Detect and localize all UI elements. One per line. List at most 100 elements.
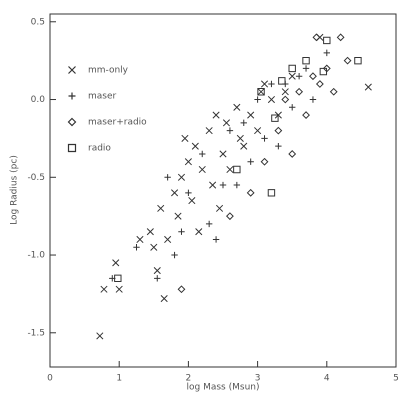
- plot-frame: [49, 13, 397, 368]
- point: [212, 111, 220, 119]
- legend-marker: [67, 143, 77, 153]
- point: [96, 332, 104, 340]
- y-tick-label: 0.0: [31, 95, 46, 105]
- point: [254, 127, 262, 135]
- point: [181, 134, 189, 142]
- x-tick-label: 2: [186, 374, 192, 384]
- point: [247, 158, 254, 165]
- point: [289, 104, 296, 111]
- point: [246, 188, 255, 197]
- point: [240, 142, 248, 150]
- point: [114, 274, 122, 283]
- point: [160, 295, 168, 303]
- point: [329, 87, 338, 96]
- point: [257, 88, 265, 96]
- point: [222, 119, 231, 127]
- point: [154, 275, 161, 282]
- point: [323, 36, 331, 45]
- point: [226, 127, 234, 134]
- point: [219, 181, 227, 189]
- point: [153, 267, 161, 275]
- point: [171, 251, 178, 259]
- point: [267, 95, 275, 104]
- point: [268, 80, 275, 88]
- point: [198, 165, 206, 174]
- point: [302, 56, 310, 65]
- point: [185, 189, 192, 197]
- point: [288, 150, 297, 158]
- point: [226, 212, 234, 221]
- point: [219, 150, 227, 158]
- point: [164, 235, 172, 244]
- point: [233, 181, 241, 189]
- y-tick-label: -1.5: [27, 328, 45, 338]
- point: [364, 83, 372, 91]
- point: [309, 72, 317, 81]
- point: [215, 204, 224, 212]
- y-tick-label: -1.0: [27, 251, 45, 261]
- point: [236, 134, 244, 142]
- y-axis-label: Log Radius (pc): [10, 155, 20, 225]
- point: [354, 56, 362, 65]
- point: [164, 174, 171, 181]
- point: [205, 127, 213, 135]
- point: [157, 204, 165, 212]
- point: [233, 165, 241, 174]
- x-tick-label: 0: [47, 374, 53, 384]
- point: [309, 96, 317, 103]
- point: [261, 135, 268, 142]
- point: [205, 220, 213, 228]
- point: [178, 228, 185, 235]
- point: [136, 235, 144, 244]
- point: [260, 80, 269, 88]
- point: [199, 150, 206, 158]
- point: [177, 285, 186, 294]
- point: [209, 181, 217, 189]
- point: [343, 56, 352, 65]
- point: [323, 49, 330, 57]
- point: [315, 80, 324, 88]
- legend-marker: [67, 117, 77, 127]
- point: [195, 228, 203, 236]
- point: [281, 95, 290, 104]
- legend-marker: [68, 92, 76, 100]
- x-axis-label: log Mass (Msun): [187, 383, 260, 393]
- point: [171, 189, 179, 197]
- legend-label: maser: [88, 92, 117, 102]
- point: [254, 96, 261, 103]
- point: [112, 259, 120, 267]
- point: [150, 243, 158, 251]
- legend-label: mm-only: [88, 66, 129, 76]
- point: [275, 142, 282, 150]
- point: [247, 111, 255, 119]
- point: [281, 88, 289, 96]
- point: [274, 126, 283, 135]
- y-tick-label: -0.5: [27, 173, 45, 183]
- point: [302, 111, 310, 119]
- point: [295, 87, 304, 96]
- point: [226, 165, 234, 174]
- point: [302, 65, 310, 72]
- point: [312, 33, 321, 42]
- point: [191, 142, 199, 150]
- point: [288, 64, 296, 73]
- point: [188, 197, 196, 205]
- x-tick-label: 3: [255, 374, 261, 384]
- point: [184, 158, 192, 166]
- point: [133, 244, 140, 251]
- legend-label: radio: [88, 144, 111, 154]
- x-tick-label: 1: [116, 374, 122, 384]
- point: [271, 114, 279, 122]
- point: [212, 236, 220, 243]
- point: [115, 285, 123, 293]
- legend-marker: [68, 66, 76, 74]
- point: [174, 212, 182, 220]
- point: [278, 77, 286, 85]
- point: [233, 103, 241, 111]
- point: [267, 189, 276, 197]
- point: [319, 67, 328, 76]
- point: [240, 119, 247, 127]
- point: [257, 88, 265, 96]
- point: [288, 72, 296, 80]
